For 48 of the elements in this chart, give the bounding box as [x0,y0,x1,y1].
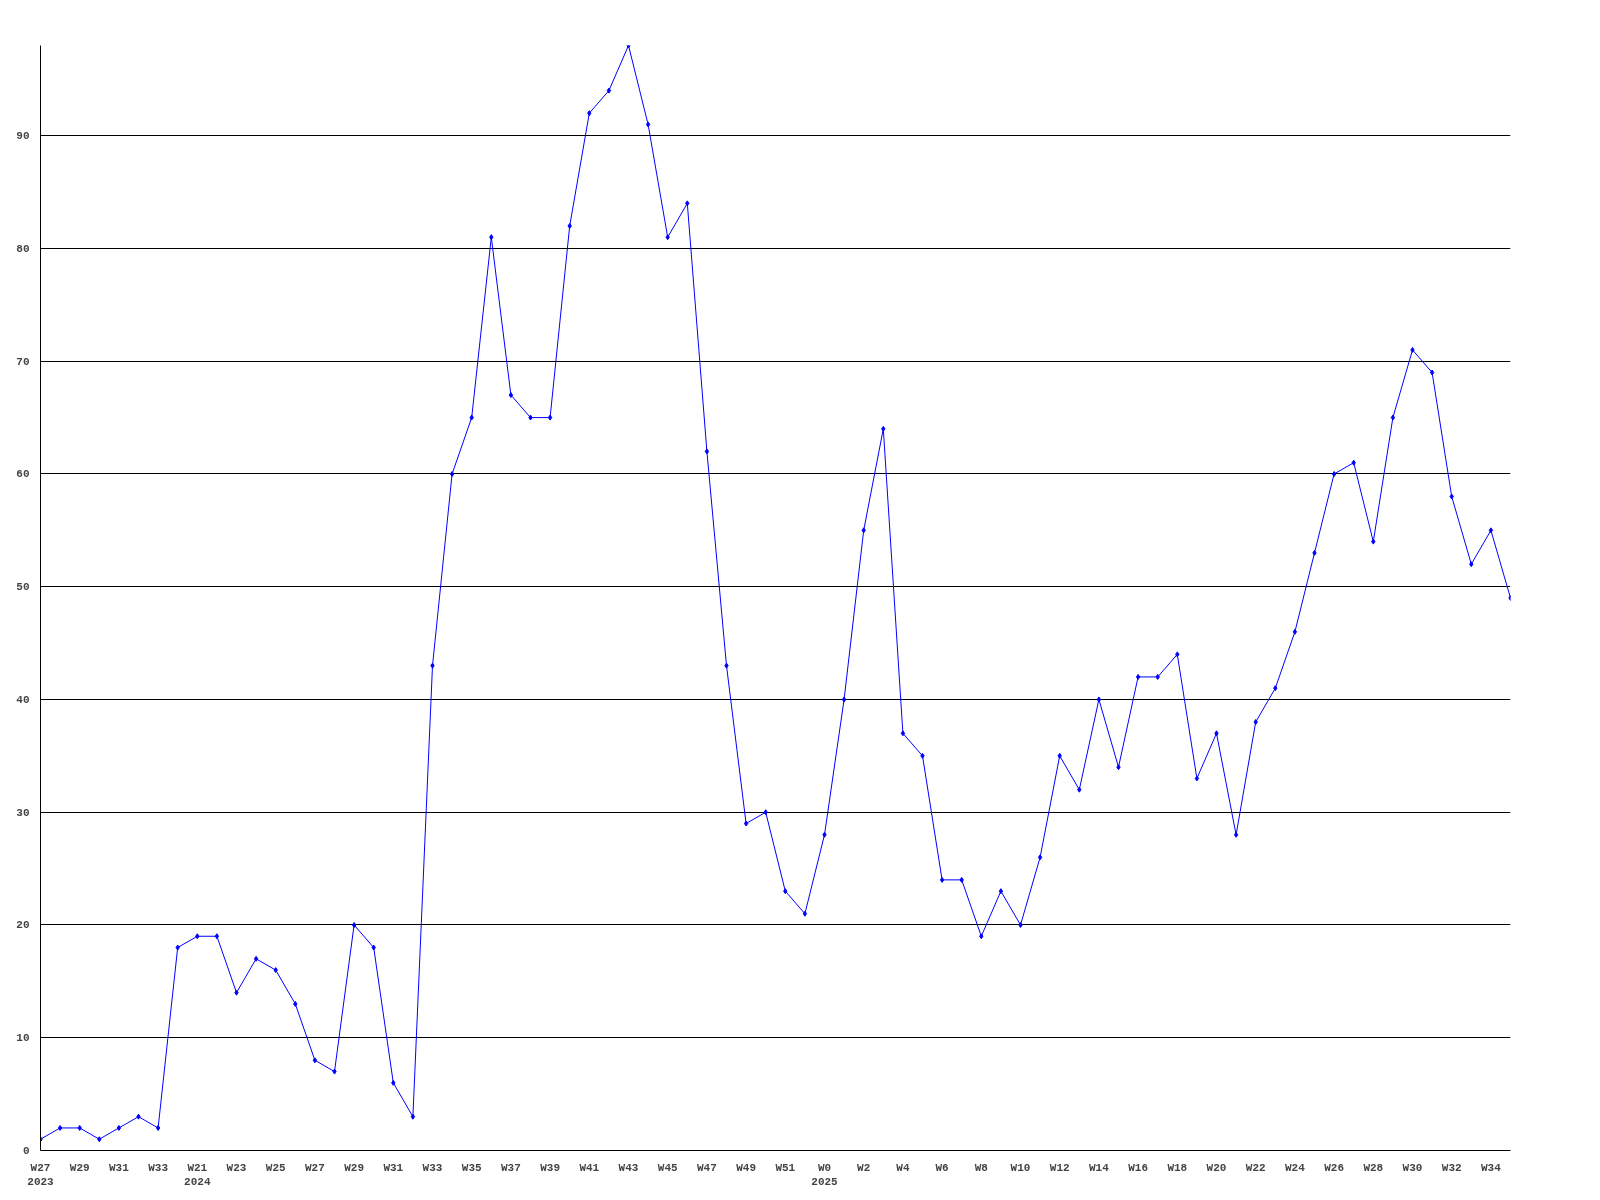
x-tick-label: W41 [579,1161,600,1174]
x-tick-label: W27 [305,1161,325,1174]
x-tick-label: W33 [422,1161,443,1174]
x-tick-label: W6 [935,1161,949,1174]
x-tick-label: W45 [657,1161,678,1174]
x-tick-label: W26 [1324,1161,1345,1174]
x-tick-label: W12 [1049,1161,1070,1174]
x-tick-label: W29 [69,1161,90,1174]
x-tick-label: W2 [857,1161,871,1174]
x-tick-label: W30 [1402,1161,1423,1174]
y-tick-label: 80 [16,242,30,255]
y-tick-label: 50 [16,581,30,594]
x-tick-label: W22 [1245,1161,1266,1174]
x-tick-label: W10 [1010,1161,1031,1174]
y-tick-label: 60 [16,468,30,481]
x-tick-label: W25 [265,1161,286,1174]
x-tick-label: W8 [974,1161,989,1174]
x-tick-label: W35 [461,1161,482,1174]
x-tick-label: W16 [1128,1161,1149,1174]
x-tick-label: W32 [1441,1161,1462,1174]
y-tick-label: 70 [16,355,30,368]
x-tick-label: W49 [736,1161,757,1174]
x-tick-label: W43 [618,1161,639,1174]
x-tick-label: W27 2023 [27,1161,55,1188]
x-tick-label: W21 2024 [184,1161,211,1188]
x-tick-label: W47 [697,1161,717,1174]
y-tick-label: 90 [16,130,30,143]
x-tick-label: W0 2025 [811,1161,839,1188]
x-tick-label: W14 [1089,1161,1110,1174]
x-tick-label: W31 [109,1161,130,1174]
x-tick-label: W33 [148,1161,169,1174]
y-tick-label: 10 [16,1032,30,1045]
x-tick-label: W20 [1206,1161,1227,1174]
x-tick-label: W28 [1363,1161,1384,1174]
x-tick-label: W34 [1481,1161,1502,1174]
x-tick-label: W51 [775,1161,796,1174]
y-tick-label: 20 [16,919,30,932]
x-tick-label: W37 [501,1161,521,1174]
x-tick-label: W4 [896,1161,910,1174]
x-tick-label: W24 [1285,1161,1306,1174]
x-tick-label: W18 [1167,1161,1188,1174]
y-tick-label: 0 [22,1145,30,1157]
y-tick-label: 30 [16,806,30,819]
x-tick-label: W29 [344,1161,365,1174]
x-tick-label: W39 [540,1161,561,1174]
x-tick-label: W31 [383,1161,404,1174]
y-tick-label: 40 [16,693,30,706]
x-tick-label: W23 [226,1161,247,1174]
